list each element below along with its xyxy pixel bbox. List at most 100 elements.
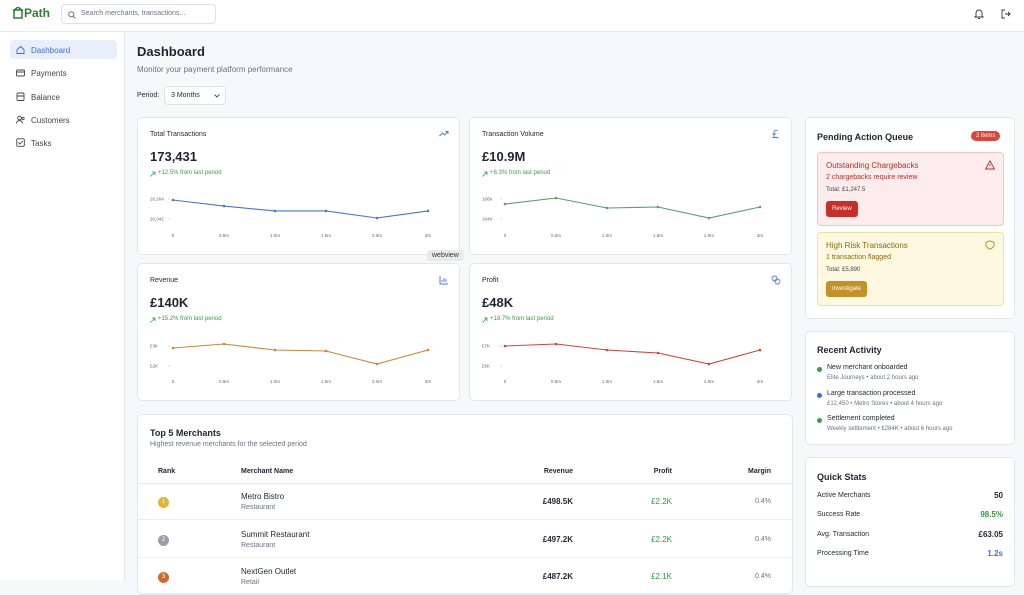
- rank-badge: 3: [158, 572, 169, 583]
- y-tick-label: 26,042: [150, 216, 164, 221]
- point: [426, 209, 430, 213]
- nav-item[interactable]: Customers: [31, 115, 70, 125]
- x-tick-label: 2.0m: [372, 379, 382, 384]
- page-subtitle: Monitor your payment platform performanc…: [137, 65, 293, 74]
- queue-item: Outstanding Chargebacks 2 chargebacks req…: [817, 152, 1004, 226]
- stat-value: 1.2s: [987, 548, 1003, 558]
- revenue: £497.2K: [542, 534, 573, 544]
- status-dot: [817, 367, 822, 372]
- x-tick-label: 1.0m: [270, 379, 280, 384]
- x-tick-label: 0: [172, 233, 175, 238]
- queue-item-total: Total: £5,890: [826, 267, 861, 273]
- metric-icon: [439, 131, 449, 137]
- metric-value: £10.9M: [482, 149, 526, 164]
- nav-icon: [16, 115, 25, 124]
- stat-label: Active Merchants: [817, 492, 871, 499]
- column-header: Profit: [653, 468, 672, 475]
- queue-item-description: 2 chargebacks require review: [826, 174, 918, 181]
- profit: £2.2K: [651, 534, 672, 544]
- sparkline: £3K £2K 0 0.5m 1.0m 1.5m 2.0m 3m: [150, 342, 432, 384]
- warning-icon: [985, 160, 995, 170]
- column-header: Margin: [748, 468, 771, 475]
- rank-badge: 1: [158, 497, 169, 508]
- x-tick-label: 0.5m: [551, 233, 561, 238]
- queue-item-title: Outstanding Chargebacks: [826, 161, 919, 170]
- x-tick-label: 1.5m: [321, 233, 331, 238]
- activity-description: Weekly settlement • £284K • about 6 hour…: [827, 426, 953, 432]
- merchant-category: Retail: [241, 579, 259, 586]
- period-value: 3 Months: [171, 92, 200, 99]
- point: [222, 204, 226, 208]
- nav-item[interactable]: Balance: [31, 92, 60, 102]
- nav-item[interactable]: Dashboard: [31, 46, 71, 55]
- x-tick-label: 2.0m: [704, 233, 714, 238]
- x-tick-label: 1.0m: [602, 233, 612, 238]
- y-tick-label: £2K: [150, 364, 158, 369]
- queue-item-title: High Risk Transactions: [826, 241, 908, 250]
- margin: 0.4%: [755, 573, 771, 580]
- stat-label: Success Rate: [817, 511, 861, 519]
- point: [375, 362, 379, 366]
- x-tick-label: 1.0m: [602, 379, 612, 384]
- x-tick-label: 3m: [757, 379, 764, 384]
- status-dot: [817, 418, 822, 423]
- merchant-name: Summit Restaurant: [241, 529, 310, 539]
- search-box[interactable]: Search merchants, transactions...: [61, 4, 216, 24]
- stats-title: Quick Stats: [817, 472, 867, 482]
- logout-button[interactable]: [1001, 9, 1011, 19]
- y-tick-label: £6K: [482, 364, 490, 369]
- column-header: Merchant Name: [241, 468, 294, 475]
- point: [707, 362, 711, 366]
- margin: 0.4%: [755, 535, 771, 543]
- queue-item-button[interactable]: Review: [826, 201, 858, 217]
- queue-item-total: Total: £1,247.5: [826, 187, 866, 193]
- y-tick-label: £7K: [482, 344, 490, 349]
- point: [758, 205, 762, 209]
- trend-arrow: [482, 317, 488, 323]
- nav-icon: [16, 69, 25, 77]
- header: Path Search merchants, transactions...: [0, 0, 1024, 32]
- queue-item-button[interactable]: Investigate: [826, 281, 868, 297]
- metric-card: Total Transactions 173,431 +12.5% from las…: [137, 117, 460, 255]
- metric-change: +8.3% from last period: [490, 170, 551, 176]
- metric-icon: [772, 129, 779, 138]
- revenue: £498.5K: [542, 497, 573, 506]
- y-tick-label: 164K: [482, 217, 493, 222]
- nav-item[interactable]: Payments: [31, 69, 67, 79]
- point: [503, 344, 507, 348]
- metric-card: Profit £48K +18.7% from last period £7K £6K 0…: [469, 263, 792, 401]
- activity-title: Recent Activity: [817, 345, 882, 355]
- notification-button[interactable]: [974, 9, 984, 19]
- activity-title: Large transaction processed: [827, 389, 916, 397]
- period-label: Period:: [137, 92, 160, 99]
- stat-label: Processing Time: [817, 549, 869, 557]
- nav-item-active[interactable]: [10, 40, 117, 59]
- point: [426, 348, 430, 352]
- sparkline: 166K 164K 0 0.5m 1.0m 1.5m 2.0m 3m: [482, 197, 763, 239]
- period-select[interactable]: 3 Months: [164, 86, 226, 105]
- margin: 0.4%: [755, 498, 771, 505]
- nav-icon: [16, 138, 25, 147]
- metric-value: 173,431: [150, 149, 197, 164]
- line: [504, 197, 761, 219]
- status-dot: [817, 392, 822, 398]
- pending-card: Pending Action Queue 2 items Outstanding…: [805, 117, 1015, 319]
- page-title: Dashboard: [137, 44, 205, 59]
- merchant-category: Restaurant: [241, 504, 276, 511]
- x-tick-label: 0: [172, 379, 175, 384]
- x-tick-label: 3m: [425, 379, 432, 384]
- nav-item[interactable]: Tasks: [31, 139, 52, 149]
- x-tick-label: 0: [504, 233, 507, 238]
- rank-badge: 2: [158, 534, 169, 546]
- x-tick-label: 0.5m: [219, 379, 229, 384]
- metric-label: Transaction Volume: [482, 131, 544, 138]
- x-tick-label: 1.5m: [653, 379, 663, 384]
- merchant-name: Metro Bistro: [241, 492, 285, 501]
- merchant-name: NextGen Outlet: [241, 567, 297, 576]
- sparkline: £7K £6K 0 0.5m 1.0m 1.5m 2.0m 3m: [482, 342, 764, 384]
- merchants-card: Top 5 Merchants Highest revenue merchant…: [137, 414, 793, 595]
- x-tick-label: 1.0m: [270, 233, 280, 238]
- point: [324, 349, 328, 353]
- trend-arrow: [150, 171, 156, 177]
- x-tick-label: 0.5m: [551, 379, 561, 384]
